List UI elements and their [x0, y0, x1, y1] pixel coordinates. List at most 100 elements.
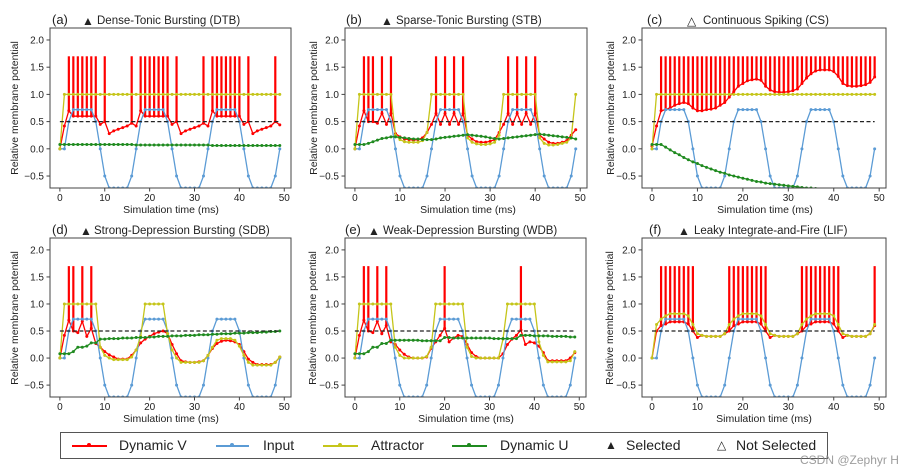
- data-point-dynamic-v: [242, 122, 246, 126]
- data-point-input: [98, 356, 102, 360]
- data-point-attractor: [574, 92, 578, 96]
- data-point-dynamic-v: [818, 320, 822, 324]
- data-point-attractor: [764, 323, 768, 327]
- data-point-attractor: [520, 92, 524, 96]
- data-point-attractor: [709, 334, 713, 338]
- data-point-input: [452, 317, 456, 321]
- data-point-attractor: [541, 353, 545, 357]
- data-point-dynamic-u: [184, 143, 188, 147]
- data-point-input: [233, 108, 237, 112]
- data-point-dynamic-v: [76, 114, 80, 118]
- x-axis-label: Simulation time (ms): [717, 203, 813, 216]
- data-point-dynamic-u: [565, 135, 569, 139]
- data-point-dynamic-u: [393, 338, 397, 342]
- data-point-attractor: [278, 92, 282, 96]
- data-point-dynamic-v: [152, 114, 156, 118]
- data-point-dynamic-v: [85, 334, 89, 338]
- data-point-dynamic-v: [777, 90, 781, 94]
- data-point-dynamic-u: [197, 143, 201, 147]
- data-point-input: [148, 317, 152, 321]
- data-point-attractor: [827, 92, 831, 96]
- data-point-dynamic-u: [237, 331, 241, 335]
- data-point-dynamic-u: [242, 331, 246, 335]
- series-input: [650, 317, 877, 397]
- data-point-dynamic-u: [569, 136, 573, 140]
- data-point-attractor: [228, 92, 232, 96]
- data-point-dynamic-u: [430, 138, 434, 142]
- data-point-dynamic-v: [246, 357, 250, 361]
- data-point-attractor: [362, 302, 366, 306]
- y-axis-label: Relative membrane potential: [603, 251, 616, 385]
- data-point-dynamic-v: [371, 331, 375, 335]
- data-point-dynamic-v: [800, 82, 804, 86]
- data-point-attractor: [827, 312, 831, 316]
- data-point-dynamic-u: [488, 336, 492, 340]
- data-point-dynamic-v: [836, 74, 840, 78]
- data-point-attractor: [357, 302, 361, 306]
- data-point-input: [366, 108, 370, 112]
- data-point-dynamic-v: [809, 72, 813, 76]
- data-point-input: [800, 147, 804, 151]
- plot-area: [58, 266, 282, 397]
- data-point-attractor: [514, 302, 518, 306]
- data-point-attractor: [791, 92, 795, 96]
- data-point-dynamic-u: [94, 341, 98, 345]
- data-point-input: [515, 108, 519, 112]
- data-point-attractor: [103, 353, 107, 357]
- data-point-input: [357, 147, 361, 151]
- data-point-input: [224, 317, 228, 321]
- data-point-attractor: [357, 92, 361, 96]
- data-point-dynamic-v: [732, 324, 736, 328]
- data-point-attractor: [795, 332, 799, 336]
- data-point-dynamic-u: [411, 338, 415, 342]
- data-point-input: [273, 174, 277, 178]
- data-point-attractor: [407, 140, 411, 144]
- data-point-input: [71, 317, 75, 321]
- data-point-dynamic-v: [179, 132, 183, 136]
- data-point-input: [750, 108, 754, 112]
- data-point-dynamic-u: [520, 134, 524, 138]
- data-point-dynamic-u: [201, 333, 205, 337]
- data-point-attractor: [502, 92, 506, 96]
- data-point-dynamic-v: [107, 132, 111, 136]
- data-point-dynamic-v: [71, 114, 75, 118]
- data-point-input: [673, 317, 677, 321]
- data-point-input: [152, 108, 156, 112]
- data-point-input: [569, 174, 573, 178]
- data-point-input: [514, 317, 518, 321]
- data-point-input: [832, 329, 836, 333]
- x-tick-label: 10: [692, 193, 704, 204]
- data-point-dynamic-v: [524, 111, 528, 115]
- data-point-dynamic-u: [682, 156, 686, 160]
- data-point-dynamic-u: [371, 140, 375, 144]
- panel-label-b: (b): [346, 12, 362, 27]
- x-tick-label: 30: [484, 402, 496, 413]
- data-point-attractor: [255, 363, 259, 367]
- data-point-attractor: [479, 356, 483, 360]
- data-point-input: [71, 108, 75, 112]
- y-tick-label: 2.0: [622, 35, 636, 46]
- x-tick-label: 30: [783, 193, 795, 204]
- data-point-attractor: [58, 356, 62, 360]
- data-point-dynamic-u: [366, 350, 370, 354]
- data-point-input: [246, 383, 250, 387]
- data-point-dynamic-u: [175, 143, 179, 147]
- data-point-attractor: [483, 356, 487, 360]
- data-point-dynamic-u: [421, 138, 425, 142]
- data-point-attractor: [166, 332, 170, 336]
- data-point-attractor: [375, 302, 379, 306]
- axes-frame: [49, 27, 292, 189]
- data-point-dynamic-v: [484, 140, 488, 144]
- y-tick-label: 0.5: [622, 327, 636, 338]
- data-point-attractor: [873, 323, 877, 327]
- data-point-dynamic-u: [166, 334, 170, 338]
- data-point-dynamic-v: [718, 103, 722, 107]
- data-point-input: [501, 356, 505, 360]
- data-point-dynamic-v: [152, 332, 156, 336]
- data-point-input: [466, 147, 470, 151]
- axes-frame: [344, 237, 587, 398]
- data-point-input: [502, 147, 506, 151]
- data-point-attractor: [210, 92, 214, 96]
- data-point-dynamic-u: [125, 336, 129, 340]
- data-point-attractor: [246, 360, 250, 364]
